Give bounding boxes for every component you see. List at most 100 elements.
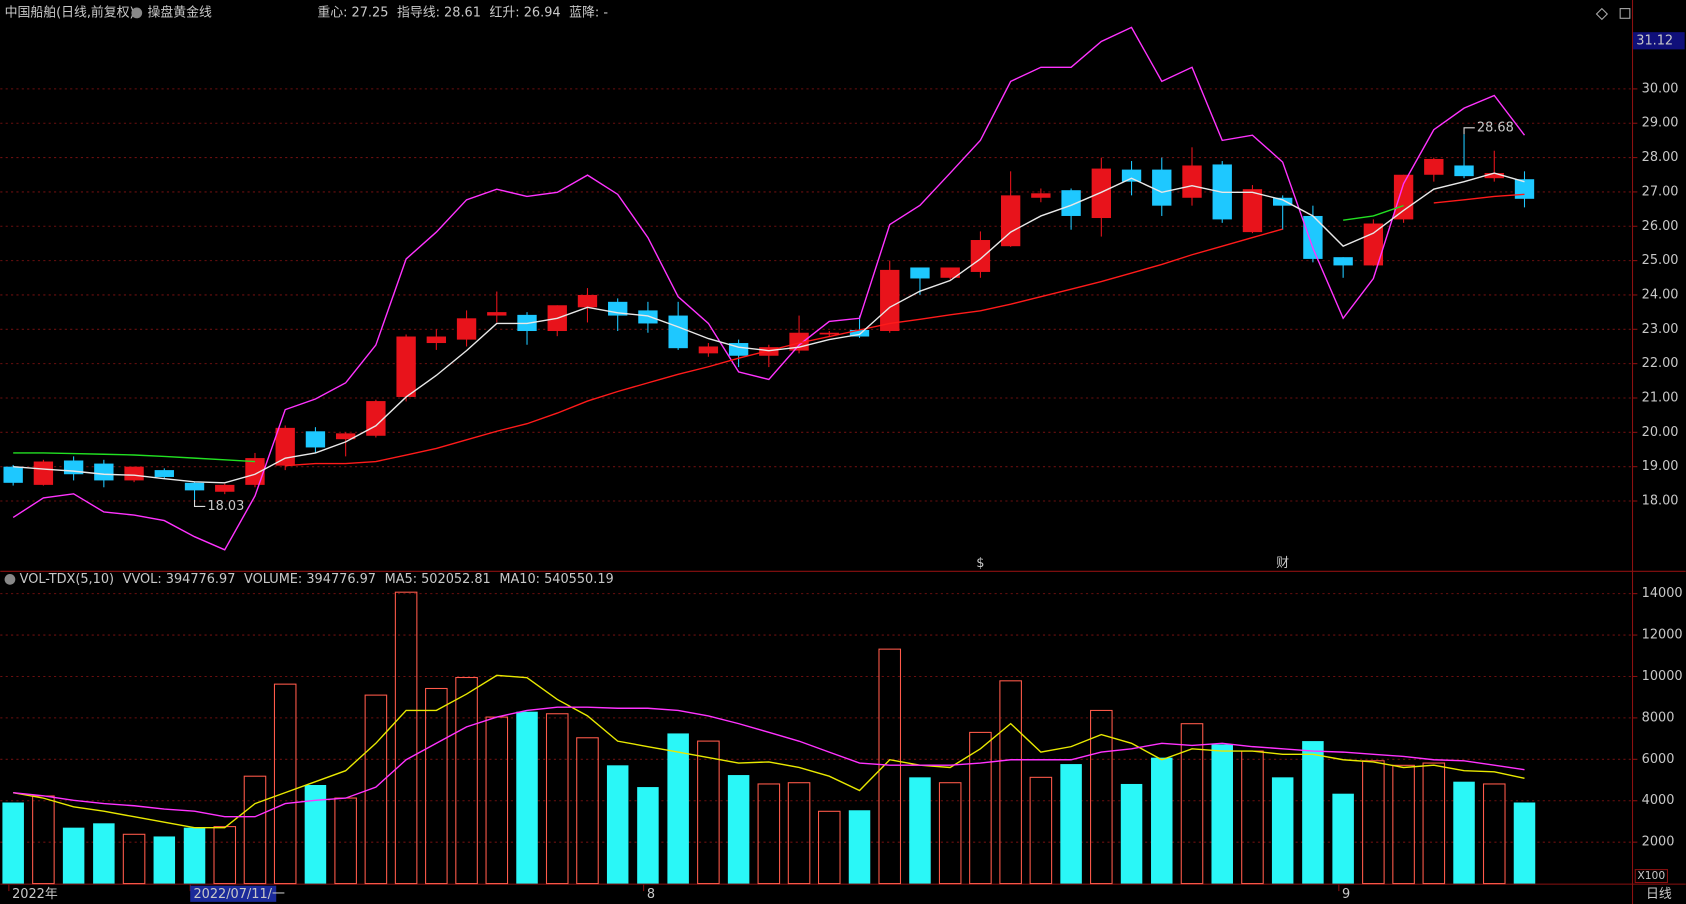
candle-body [1363,223,1384,266]
candle-body [1393,174,1414,220]
candle-body [335,433,356,440]
y-tick-label: 24.00 [1642,287,1679,302]
y-tick-label: 30.00 [1642,81,1679,96]
candle-body [154,470,174,477]
y-tick-label: 14000 [1642,586,1683,601]
candle-body [366,401,386,436]
volume-bar [637,787,659,884]
volume-bar [62,827,85,884]
volume-bar [757,783,781,885]
candle-body [1333,257,1353,266]
y-tick-label: 19.00 [1642,459,1679,474]
event-label: 财 [1276,556,1289,571]
volume-bar [243,775,267,885]
candle-body [487,312,507,316]
y-tick-label: 8000 [1642,710,1675,725]
unit-box [1634,869,1668,884]
volume-bar [273,683,297,885]
volume-bar [1151,757,1173,884]
candle-body [940,267,960,278]
candle-body [1031,193,1051,198]
y-tick-label: 21.00 [1642,390,1679,405]
indicator-name[interactable]: 操盘黄金线 [148,4,213,20]
overlay-line [13,204,1404,463]
candle-body [759,347,779,356]
volume-bar [183,827,206,884]
volume-bar [1120,783,1143,884]
overlay-line [285,193,1525,467]
candle-body [215,484,235,492]
legend-entry: 红升: 26.94 [490,4,561,20]
float-icon[interactable] [1595,7,1609,21]
y-tick-label: 2000 [1642,835,1675,850]
candle-body [880,269,900,332]
y-tick-label: 4000 [1642,793,1675,808]
candle-body [819,332,839,335]
volume-bar [304,784,327,884]
y-tick-label: 25.00 [1642,253,1679,268]
volume-icon[interactable] [4,574,16,585]
volume-bar [394,591,418,885]
indicator-icon[interactable] [131,7,143,19]
volume-bar [1029,776,1053,885]
volume-bar [817,810,841,885]
y-tick-label: 18.00 [1642,494,1679,509]
volume-bar [1302,741,1324,884]
volume-bar [1453,781,1475,884]
extreme-leader [1463,127,1475,135]
volume-bar [667,733,689,884]
candle-body [1454,165,1474,177]
candle-body [184,482,205,491]
candle-body [1152,169,1172,206]
cursor-date-box [190,885,277,902]
unit-label: X100 [1637,869,1665,882]
volume-bar [545,713,569,885]
extreme-label: 18.03 [207,499,244,514]
candle-body [3,466,23,483]
event-label: $ [976,556,984,571]
y-tick-label: 29.00 [1642,116,1679,131]
volume-bar [999,680,1022,885]
volume-bar [1060,764,1082,884]
y-tick-label: 6000 [1642,752,1675,767]
volume-bar [697,740,720,885]
extreme-label: 28.68 [1477,120,1514,135]
candle-body [1182,165,1202,198]
volume-bar [1482,783,1506,885]
candle-body [1273,197,1293,206]
volume-bar [122,833,146,885]
candle-body [849,329,870,337]
volume-bar [787,782,811,885]
volume-bar [606,765,629,884]
window-icon[interactable] [1619,8,1631,19]
extreme-leader [193,499,206,507]
y-tick-label: 10000 [1642,669,1683,684]
volume-bar [938,782,962,885]
volume-bar [1422,762,1446,885]
y-tick-label: 23.00 [1642,322,1679,337]
volume-bar [93,823,115,884]
stock-title: 中国船舶(日线,前复权) [5,4,135,20]
x-tick-label: 2022年 [12,887,58,902]
volume-bar [878,648,902,885]
volume-bar [2,802,24,884]
candle-body [94,463,114,481]
legend-entry: 指导线: 28.61 [397,5,481,20]
volume-bar [455,676,478,885]
volume-bar [727,775,750,884]
candle-body [577,294,598,308]
volume-bar [969,731,992,885]
candle-body [275,427,295,466]
y-tick-label: 22.00 [1642,356,1679,371]
volume-bar [1090,709,1113,885]
candle-body [970,240,991,272]
candle-body [1091,168,1111,219]
y-tick-label: 27.00 [1642,184,1679,199]
overlay-line [12,26,1526,551]
candle-body [1424,158,1444,175]
candle-body [1121,169,1142,182]
candle-body [124,466,144,481]
overlay-line [13,706,1525,818]
